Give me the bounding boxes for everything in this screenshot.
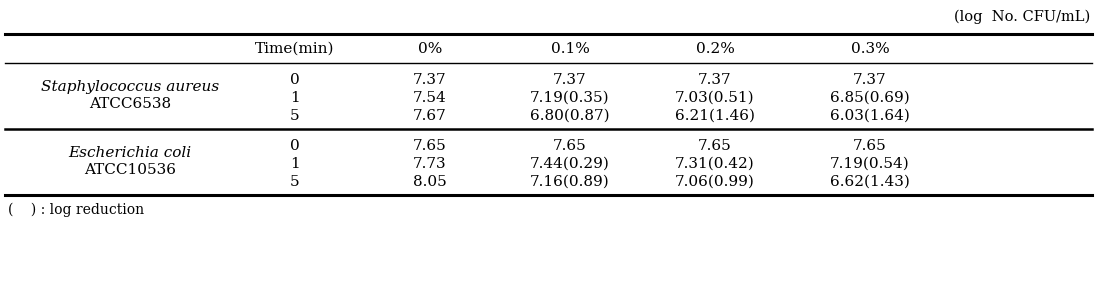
Text: 7.65: 7.65 (414, 139, 446, 153)
Text: 7.03(0.51): 7.03(0.51) (675, 91, 755, 105)
Text: 7.54: 7.54 (414, 91, 446, 105)
Text: 0: 0 (290, 139, 299, 153)
Text: Staphylococcus aureus: Staphylococcus aureus (41, 80, 219, 94)
Text: 0.1%: 0.1% (551, 42, 589, 56)
Text: 7.16(0.89): 7.16(0.89) (530, 175, 610, 189)
Text: 7.37: 7.37 (553, 73, 587, 87)
Text: 6.03(1.64): 6.03(1.64) (830, 109, 909, 123)
Text: 7.37: 7.37 (414, 73, 446, 87)
Text: 0%: 0% (418, 42, 442, 56)
Text: 7.65: 7.65 (553, 139, 587, 153)
Text: 6.85(0.69): 6.85(0.69) (830, 91, 909, 105)
Text: 6.21(1.46): 6.21(1.46) (675, 109, 755, 123)
Text: 7.65: 7.65 (853, 139, 886, 153)
Text: 6.80(0.87): 6.80(0.87) (530, 109, 610, 123)
Text: 5: 5 (291, 175, 299, 189)
Text: ATCC6538: ATCC6538 (89, 97, 171, 111)
Text: 6.62(1.43): 6.62(1.43) (830, 175, 909, 189)
Text: 7.06(0.99): 7.06(0.99) (675, 175, 755, 189)
Text: 0.3%: 0.3% (850, 42, 890, 56)
Text: 7.44(0.29): 7.44(0.29) (530, 157, 610, 171)
Text: 7.19(0.54): 7.19(0.54) (830, 157, 909, 171)
Text: 0.2%: 0.2% (695, 42, 734, 56)
Text: 0: 0 (290, 73, 299, 87)
Text: Time(min): Time(min) (256, 42, 335, 56)
Text: (log  No. CFU/mL): (log No. CFU/mL) (953, 10, 1090, 24)
Text: Escherichia coli: Escherichia coli (68, 146, 192, 160)
Text: 7.73: 7.73 (414, 157, 446, 171)
Text: ATCC10536: ATCC10536 (84, 163, 176, 177)
Text: 7.37: 7.37 (853, 73, 886, 87)
Text: 5: 5 (291, 109, 299, 123)
Text: 1: 1 (290, 157, 299, 171)
Text: 7.37: 7.37 (698, 73, 732, 87)
Text: (    ) : log reduction: ( ) : log reduction (8, 203, 144, 217)
Text: 1: 1 (290, 91, 299, 105)
Text: 7.67: 7.67 (414, 109, 446, 123)
Text: 7.19(0.35): 7.19(0.35) (530, 91, 610, 105)
Text: 7.65: 7.65 (698, 139, 732, 153)
Text: 7.31(0.42): 7.31(0.42) (675, 157, 755, 171)
Text: 8.05: 8.05 (414, 175, 446, 189)
